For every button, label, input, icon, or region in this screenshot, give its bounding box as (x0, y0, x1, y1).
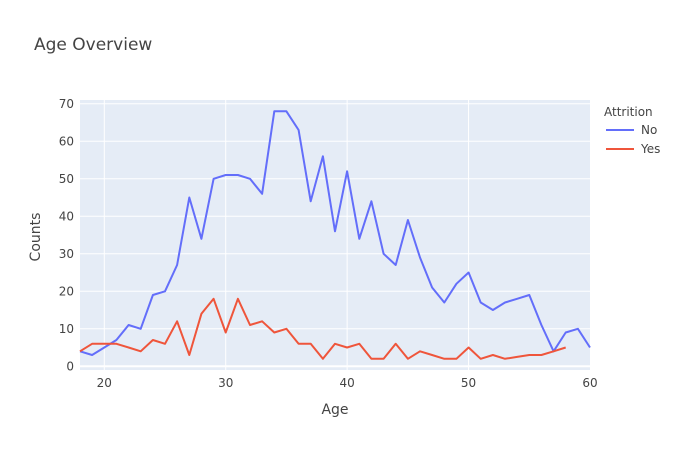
legend-item-yes[interactable]: Yes (606, 142, 660, 156)
x-tick-label: 50 (461, 376, 476, 390)
y-tick-label: 60 (59, 134, 74, 148)
y-axis-title: Counts (28, 213, 44, 262)
y-tick-label: 30 (59, 247, 74, 261)
series-line-no[interactable] (79, 110, 591, 356)
x-axis-ticks: 20 30 40 50 60 (97, 376, 598, 390)
x-axis-title: Age (321, 402, 348, 418)
y-tick-label: 10 (59, 322, 74, 336)
y-tick-label: 0 (66, 359, 74, 373)
series-line-yes[interactable] (79, 297, 566, 360)
y-axis-ticks: 0 10 20 30 40 50 60 70 (59, 97, 74, 374)
legend-label-no: No (641, 123, 657, 137)
legend-item-no[interactable]: No (606, 123, 657, 137)
series-layer (79, 110, 591, 360)
legend-title: Attrition (604, 105, 653, 119)
y-tick-label: 40 (59, 209, 74, 223)
x-tick-label: 40 (340, 376, 355, 390)
y-tick-label: 70 (59, 97, 74, 111)
legend-label-yes: Yes (640, 142, 660, 156)
chart-title: Age Overview (34, 35, 152, 55)
x-tick-label: 20 (97, 376, 112, 390)
y-tick-label: 50 (59, 172, 74, 186)
x-tick-label: 60 (582, 376, 597, 390)
x-tick-label: 30 (218, 376, 233, 390)
plot-area (80, 100, 590, 370)
y-tick-label: 20 (59, 284, 74, 298)
legend: Attrition No Yes (604, 105, 660, 156)
